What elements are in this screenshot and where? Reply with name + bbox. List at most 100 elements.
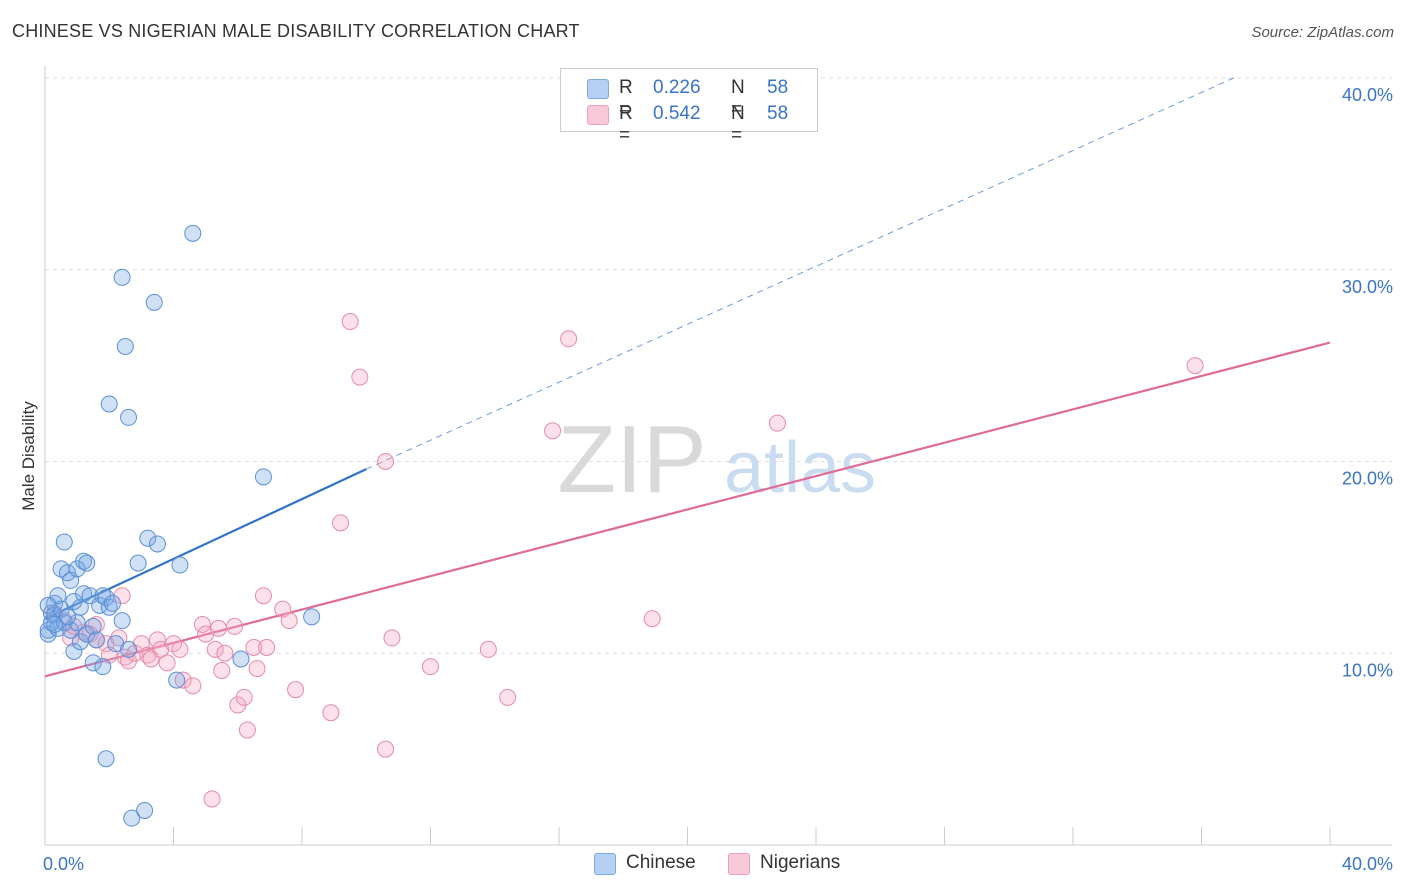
data-point-nigerians — [560, 330, 578, 348]
data-point-nigerians — [203, 790, 221, 808]
data-point-nigerians — [165, 635, 182, 653]
data-point-chinese — [84, 617, 102, 635]
legend-n-label: N = — [731, 103, 745, 146]
legend-r-label: R = — [619, 103, 633, 146]
data-point-chinese — [55, 533, 73, 551]
data-point-nigerians — [383, 629, 401, 647]
chart-title: CHINESE VS NIGERIAN MALE DISABILITY CORR… — [12, 21, 580, 41]
data-point-chinese — [145, 293, 163, 311]
data-point-chinese — [100, 395, 118, 413]
data-point-nigerians — [322, 704, 340, 722]
legend-r-value: 0.542 — [653, 103, 701, 124]
data-point-chinese — [168, 671, 186, 689]
data-point-nigerians — [235, 688, 253, 706]
data-point-nigerians — [184, 677, 202, 695]
legend-swatch-nigerians — [728, 853, 750, 875]
data-point-nigerians — [768, 414, 786, 432]
y-axis-label: Male Disability — [19, 401, 38, 511]
data-point-chinese — [58, 608, 76, 626]
data-point-nigerians — [351, 368, 369, 386]
data-point-nigerians — [148, 631, 166, 649]
data-point-chinese — [71, 598, 89, 616]
data-point-nigerians — [422, 658, 439, 676]
data-point-chinese — [232, 650, 250, 668]
data-point-nigerians — [226, 617, 244, 635]
data-point-nigerians — [248, 660, 266, 678]
data-point-nigerians — [213, 662, 231, 680]
data-point-nigerians — [643, 610, 661, 628]
data-point-chinese — [123, 809, 141, 827]
data-point-nigerians — [238, 721, 256, 739]
data-point-chinese — [303, 608, 321, 626]
data-point-nigerians — [258, 638, 276, 656]
points-layer — [39, 224, 1204, 827]
data-point-chinese — [113, 268, 131, 286]
data-point-chinese — [113, 612, 131, 630]
data-point-nigerians — [245, 638, 263, 656]
data-point-chinese — [120, 408, 138, 426]
data-point-chinese — [94, 658, 112, 676]
data-point-chinese — [75, 552, 93, 570]
data-point-chinese — [254, 468, 272, 486]
data-point-chinese — [65, 642, 83, 660]
data-point-nigerians — [206, 640, 224, 658]
data-point-nigerians — [254, 587, 272, 605]
data-point-chinese — [97, 589, 115, 607]
data-point-nigerians — [280, 612, 298, 630]
data-point-chinese — [84, 654, 102, 672]
trendline-nigerians — [44, 341, 1331, 678]
data-point-nigerians — [377, 740, 395, 758]
axis-layer: 10.0% 20.0% 30.0% 40.0% 0.0% 40.0% — [43, 66, 1393, 874]
data-point-chinese — [184, 224, 202, 242]
legend-swatch-nigerians — [587, 105, 609, 125]
data-point-chinese — [97, 750, 115, 768]
data-point-nigerians — [216, 644, 234, 662]
legend-n-value: 58 — [767, 77, 789, 98]
legend-label-chinese: Chinese — [626, 852, 696, 873]
watermark: ZIP atlas — [557, 406, 876, 513]
data-point-chinese — [87, 631, 105, 649]
data-point-chinese — [148, 535, 166, 553]
data-point-nigerians — [341, 313, 359, 331]
watermark-atlas: atlas — [724, 428, 876, 508]
data-point-nigerians — [287, 681, 305, 699]
legend-label-nigerians: Nigerians — [760, 852, 841, 873]
data-point-chinese — [46, 615, 64, 633]
data-point-nigerians — [1186, 357, 1204, 375]
data-point-nigerians — [499, 688, 517, 706]
legend-r-label: R = — [619, 77, 633, 120]
x-tick-label: 0.0% — [43, 854, 84, 874]
legend-r-value: 0.226 — [653, 77, 701, 98]
y-tick-label: 40.0% — [1342, 85, 1393, 105]
data-point-chinese — [75, 585, 93, 603]
legend-swatch-chinese — [594, 853, 616, 875]
legend-n-label: N = — [731, 77, 745, 120]
data-point-chinese — [39, 596, 57, 614]
data-point-chinese — [139, 529, 157, 547]
data-point-chinese — [103, 594, 121, 612]
y-tick-label: 30.0% — [1342, 277, 1393, 297]
data-point-nigerians — [377, 453, 395, 470]
data-point-nigerians — [171, 640, 189, 658]
data-point-chinese — [120, 640, 138, 658]
data-point-nigerians — [158, 654, 176, 672]
data-point-chinese — [78, 554, 96, 572]
watermark-zip: ZIP — [557, 406, 706, 513]
data-point-nigerians — [209, 619, 227, 637]
data-point-chinese — [136, 801, 154, 819]
x-tick-label: 40.0% — [1342, 854, 1393, 874]
data-point-nigerians — [110, 629, 128, 647]
data-point-nigerians — [174, 671, 192, 689]
source-label: Source: ZipAtlas.com — [1251, 24, 1394, 41]
data-point-nigerians — [75, 623, 93, 641]
data-point-nigerians — [332, 514, 350, 532]
data-point-nigerians — [479, 640, 497, 658]
data-point-nigerians — [544, 422, 562, 440]
trendline-chinese-extension — [366, 77, 1234, 470]
legend-n-value: 58 — [767, 103, 789, 124]
data-point-chinese — [116, 337, 134, 355]
legend-box: R = 0.226 N = 58 R = 0.542 N = 58 — [560, 68, 818, 146]
y-tick-label: 10.0% — [1342, 660, 1393, 680]
data-point-chinese — [129, 554, 147, 572]
